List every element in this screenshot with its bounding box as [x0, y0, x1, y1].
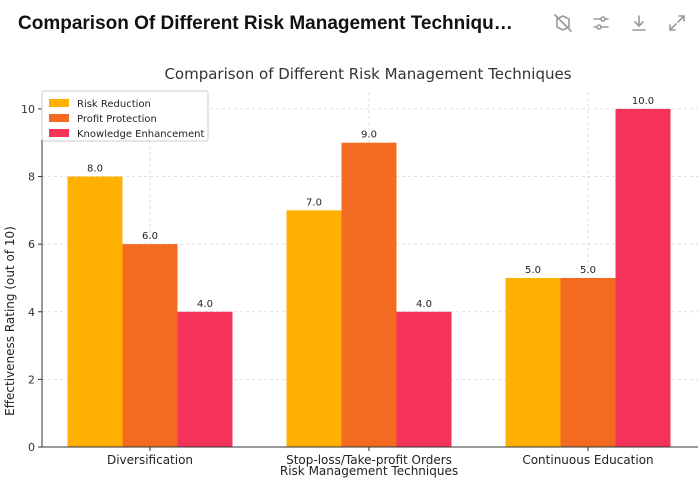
legend-label: Profit Protection — [77, 114, 157, 125]
y-tick-label: 2 — [28, 373, 35, 386]
y-axis-title: Effectiveness Rating (out of 10) — [3, 226, 17, 416]
data-label: 8.0 — [87, 164, 103, 175]
legend-swatch — [49, 129, 69, 137]
bar-risk-reduction — [67, 176, 123, 447]
y-tick-label: 8 — [28, 171, 35, 184]
data-label: 5.0 — [525, 265, 541, 276]
chart-header: Comparison Of Different Risk Management … — [0, 0, 700, 52]
bar-risk-reduction — [505, 277, 561, 447]
labels-layer: 8.0 6.0 4.0 7.0 9.0 4.0 5.0 5.0 10.0 — [87, 96, 654, 310]
y-tick-label: 0 — [28, 441, 35, 454]
download-icon[interactable] — [628, 12, 650, 34]
data-label: 9.0 — [361, 130, 377, 141]
hide-icon[interactable] — [552, 12, 574, 34]
bars-layer — [67, 108, 671, 448]
data-label: 6.0 — [142, 231, 158, 242]
expand-icon[interactable] — [666, 12, 688, 34]
x-axis-title: Risk Management Techniques — [280, 464, 458, 478]
legend-label: Knowledge Enhancement — [77, 129, 204, 140]
y-tick-label: 10 — [21, 103, 35, 116]
axes-layer — [41, 92, 698, 448]
data-label: 4.0 — [416, 299, 432, 310]
chart-title: Comparison of Different Risk Management … — [164, 65, 571, 83]
legend-swatch — [49, 99, 69, 107]
data-label: 10.0 — [632, 96, 654, 107]
ticks-layer: 0 2 4 6 8 10 Diversification Stop-loss/Take-pro… — [21, 103, 654, 467]
data-label: 5.0 — [580, 265, 596, 276]
data-label: 4.0 — [197, 299, 213, 310]
bar-risk-reduction — [286, 210, 342, 447]
data-label: 7.0 — [306, 197, 322, 208]
settings-sliders-icon[interactable] — [590, 12, 612, 34]
bar-profit-protection — [341, 142, 397, 447]
x-tick-label: Diversification — [107, 453, 193, 467]
legend-label: Risk Reduction — [77, 99, 151, 110]
bar-knowledge-enhancement — [177, 311, 233, 447]
bar-profit-protection — [560, 277, 616, 447]
y-tick-label: 6 — [28, 238, 35, 251]
bar-knowledge-enhancement — [615, 108, 671, 448]
x-tick-label: Stop-loss/Take-profit Orders — [286, 453, 452, 467]
page-title: Comparison Of Different Risk Management … — [18, 13, 513, 34]
legend-swatch — [49, 114, 69, 122]
x-tick-label: Continuous Education — [522, 453, 653, 467]
y-tick-label: 4 — [28, 306, 35, 319]
bar-chart: 0 2 4 6 8 10 Diversification Stop-loss/Take-pro… — [3, 65, 698, 478]
legend: Risk Reduction Profit Protection Knowledge… — [41, 90, 209, 142]
bar-profit-protection — [122, 244, 178, 447]
chart-toolbar — [552, 12, 688, 34]
bar-knowledge-enhancement — [396, 311, 452, 447]
